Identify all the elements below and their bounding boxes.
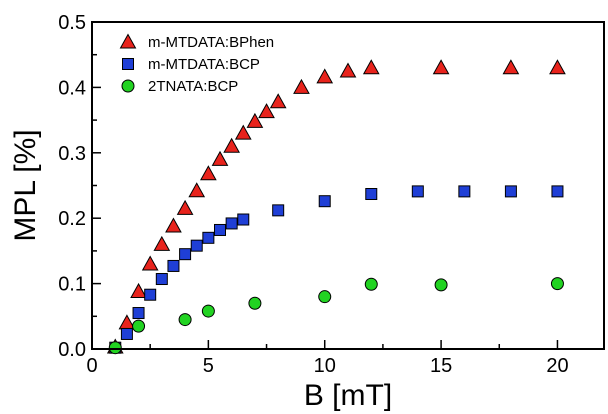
data-point [188,182,206,198]
data-point [339,62,357,78]
marks-layer [106,59,566,355]
data-point [434,278,448,292]
data-point [130,282,147,298]
data-point [141,255,159,271]
y-tick-label: 0.1 [58,274,86,296]
data-point [318,195,331,208]
data-point [272,204,285,217]
y-axis-title: MPL [%] [9,129,42,241]
data-point [411,185,424,198]
data-point [132,319,146,333]
data-point [167,259,180,272]
y-tick-label: 0.5 [58,12,86,34]
y-tick-label: 0.4 [58,77,86,99]
legend: m-MTDATA:BPhen m-MTDATA:BCP 2TNATA:BCP [119,33,274,95]
data-point [214,223,226,236]
x-tick-label: 10 [314,355,336,377]
data-point [551,185,564,198]
legend-label: 2TNATA:BCP [148,78,238,95]
series-square [109,185,564,354]
data-point [502,59,520,75]
y-tick-label: 0.3 [58,143,86,165]
data-point [269,93,287,109]
data-point [153,235,171,251]
series-triangle [106,59,566,354]
data-point [234,124,252,140]
data-point [293,78,310,94]
data-point [190,239,203,252]
data-point [176,199,194,215]
data-point [364,277,378,291]
legend-marker [122,58,134,70]
data-point [225,217,238,230]
data-point [316,68,334,84]
data-point [362,59,380,75]
data-point [504,185,517,198]
data-point [550,277,564,291]
legend-marker [121,79,135,93]
data-point [432,59,450,75]
data-point [178,313,192,327]
data-point [237,213,250,226]
data-point [165,217,182,233]
data-point [132,307,145,320]
data-point [201,304,215,318]
data-point [155,273,168,286]
series-circle [108,277,564,355]
x-tick-label: 5 [203,355,214,377]
x-tick-label: 20 [546,355,568,377]
data-point [318,290,332,304]
data-point [202,231,215,244]
plot-frame [91,21,605,350]
ticks-layer: 0 5 10 15 20 0.0 0.1 0.2 0.3 0.4 0.5 [58,12,568,377]
data-point [179,248,192,261]
legend-marker [119,33,137,49]
data-point [223,137,240,153]
data-point [108,341,122,355]
data-point [458,185,471,198]
data-point [200,165,217,181]
data-point [120,327,133,340]
legend-label: m-MTDATA:BPhen [148,34,274,51]
data-point [365,188,378,201]
y-tick-label: 0.2 [58,208,86,230]
data-point [246,112,264,128]
x-tick-label: 0 [86,355,97,377]
data-point [144,288,157,301]
data-point [549,59,566,75]
x-axis-title: B [mT] [304,379,392,412]
data-point [248,296,262,310]
y-tick-label: 0.0 [58,339,86,361]
legend-label: m-MTDATA:BCP [148,56,260,73]
data-point [211,150,229,166]
data-point [258,103,275,119]
x-tick-label: 15 [430,355,452,377]
